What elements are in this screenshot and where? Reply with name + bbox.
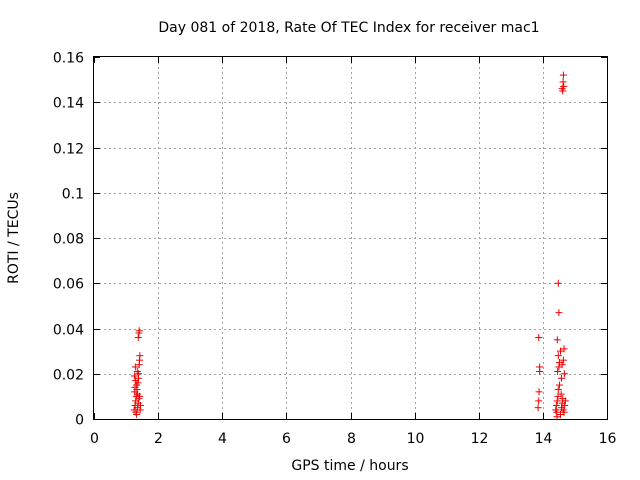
data-point [131,363,139,371]
data-point [557,410,565,418]
data-point [556,381,564,389]
x-axis-label: GPS time / hours [291,458,408,474]
data-point [553,336,561,344]
data-point [554,352,562,360]
data-point [535,334,543,342]
x-tick-label: 10 [407,431,425,447]
data-point [535,388,543,396]
x-tick-label: 4 [218,431,227,447]
data-point [559,356,567,364]
data-point [559,71,567,79]
grid [94,57,607,419]
y-tick-label: 0.04 [53,323,84,339]
data-point [134,379,142,387]
data-point [536,363,544,371]
data-point [553,413,561,421]
x-tick-label: 12 [471,431,489,447]
data-point [136,392,144,400]
x-tick-label: 6 [282,431,291,447]
data-point [135,370,143,378]
y-tick-label: 0.12 [53,142,84,158]
data-point [130,372,138,380]
x-tick-label: 8 [347,431,356,447]
data-point [561,397,569,405]
data-point [561,401,569,409]
x-tick-label: 2 [154,431,163,447]
data-point [557,374,565,382]
data-point [555,309,563,317]
y-tick-label: 0.14 [53,96,84,112]
data-point [131,383,139,391]
data-point [552,401,560,409]
x-tick-label: 14 [535,431,553,447]
x-tick-label: 16 [599,431,617,447]
y-tick-label: 0.06 [53,277,84,293]
y-tick-label: 0.08 [53,232,84,248]
x-axis: 0 2 4 6 8 10 12 14 16 [90,57,616,447]
data-point [559,78,567,86]
y-tick-label: 0.16 [53,51,84,67]
data-point [554,279,562,287]
data-point [560,408,568,416]
y-axis: 0 0.02 0.04 0.06 0.08 0.1 0.12 0.14 0.16 [53,51,607,429]
data-point [560,82,568,90]
data-point [557,390,565,398]
data-point [554,367,562,375]
y-tick-label: 0.1 [62,187,84,203]
data-series [130,71,569,421]
data-point [534,404,542,412]
data-point [554,386,562,394]
y-axis-label: ROTI / TECUs [6,192,22,284]
data-point [553,397,561,405]
data-point [136,352,144,360]
y-tick-label: 0 [75,413,84,429]
x-tick-label: 0 [90,431,99,447]
y-tick-label: 0.02 [53,368,84,384]
data-point [136,401,144,409]
chart-title: Day 081 of 2018, Rate Of TEC Index for r… [158,20,539,36]
data-point [557,347,565,355]
data-point [133,410,141,418]
plot-frame [93,56,608,420]
data-point [560,345,568,353]
data-point [535,397,543,405]
data-point [558,361,566,369]
data-point [135,327,143,335]
data-point [560,370,568,378]
data-point [134,334,142,342]
